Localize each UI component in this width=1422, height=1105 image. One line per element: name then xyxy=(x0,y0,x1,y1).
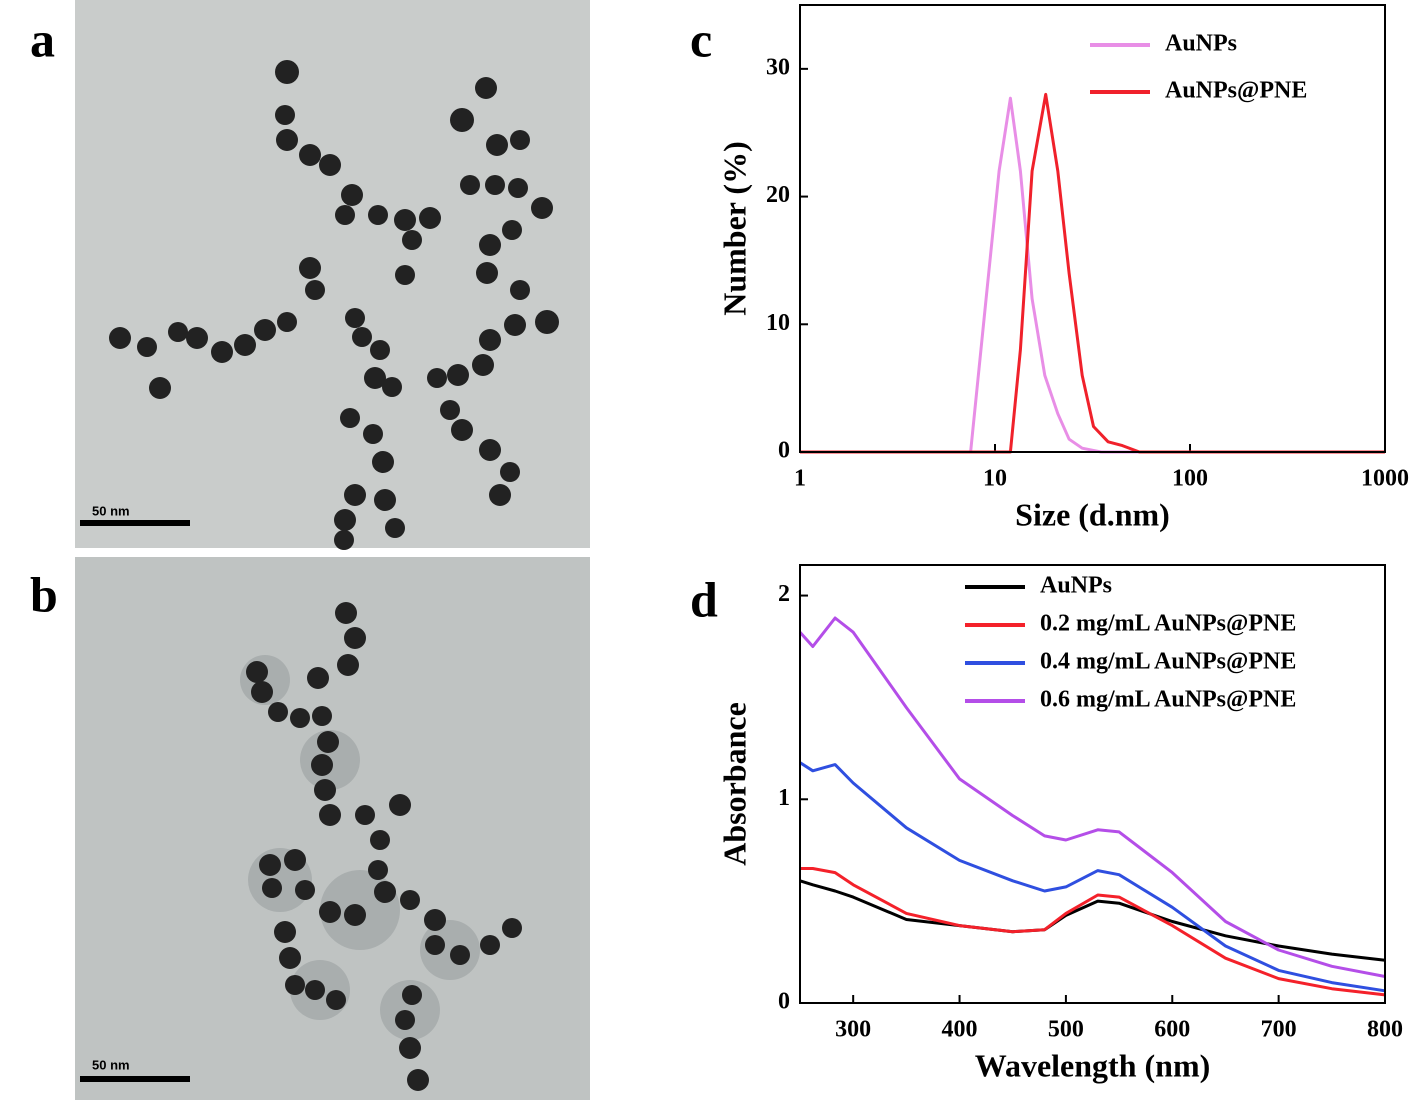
particles-a xyxy=(109,60,559,550)
y-tick-label: 0 xyxy=(778,438,790,464)
x-tick-label: 100 xyxy=(1172,466,1208,492)
scale-bar xyxy=(80,520,190,526)
tem-image-b xyxy=(75,557,590,1100)
legend-label: 0.4 mg/mL AuNPs@PNE xyxy=(1040,649,1296,675)
data-line xyxy=(800,92,1385,454)
x-tick-label: 400 xyxy=(942,1017,978,1043)
data-line xyxy=(799,761,1386,993)
plot-frame xyxy=(799,564,1386,1004)
plot-frame xyxy=(799,4,1386,453)
x-tick-label: 800 xyxy=(1367,1017,1403,1043)
legend-label: 0.2 mg/mL AuNPs@PNE xyxy=(1040,611,1296,637)
legend-label: AuNPs xyxy=(1040,573,1112,599)
panel-label: b xyxy=(30,566,58,622)
scale-label: 50 nm xyxy=(92,1057,130,1072)
panel-label: d xyxy=(690,571,718,627)
y-tick-label: 1 xyxy=(778,785,790,811)
data-line xyxy=(799,879,1386,962)
x-tick-label: 1000 xyxy=(1361,466,1409,492)
x-tick-label: 600 xyxy=(1154,1017,1190,1043)
y-tick-label: 30 xyxy=(766,54,790,80)
y-tick-label: 10 xyxy=(766,310,790,336)
particles-b xyxy=(246,602,522,1091)
x-tick-label: 300 xyxy=(835,1017,871,1043)
y-axis-title: Number (%) xyxy=(716,141,752,316)
scale-label: 50 nm xyxy=(92,503,130,518)
x-axis-title: Wavelength (nm) xyxy=(975,1047,1211,1083)
y-tick-label: 2 xyxy=(778,581,790,607)
data-line xyxy=(800,867,1386,997)
panel-label: a xyxy=(30,11,55,67)
y-tick-label: 0 xyxy=(778,989,790,1015)
x-axis-title: Size (d.nm) xyxy=(1015,496,1170,532)
legend-label: 0.6 mg/mL AuNPs@PNE xyxy=(1040,687,1296,713)
legend-label: AuNPs@PNE xyxy=(1165,78,1307,104)
x-tick-label: 700 xyxy=(1261,1017,1297,1043)
y-tick-label: 20 xyxy=(766,182,790,208)
y-axis-title: Absorbance xyxy=(716,702,752,866)
data-line xyxy=(798,616,1386,978)
data-line xyxy=(800,96,1385,454)
x-tick-label: 500 xyxy=(1048,1017,1084,1043)
panel-label: c xyxy=(690,11,712,67)
legend-label: AuNPs xyxy=(1165,31,1237,57)
tem-image-a xyxy=(75,0,590,548)
x-tick-label: 1 xyxy=(794,466,806,492)
scale-bar xyxy=(80,1076,190,1082)
x-tick-label: 10 xyxy=(983,466,1007,492)
